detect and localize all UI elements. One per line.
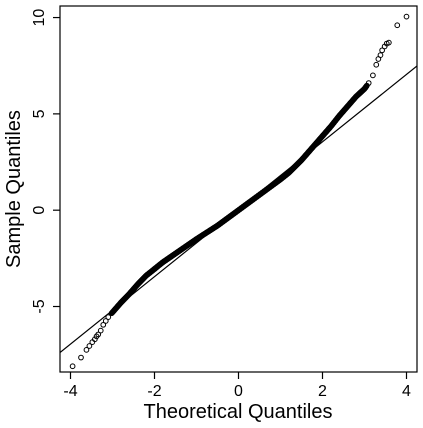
qq-point — [386, 39, 392, 46]
qq-point — [370, 72, 376, 79]
qq-point — [379, 47, 385, 54]
x-tick-label: 0 — [234, 383, 243, 400]
qq-point — [100, 321, 107, 328]
qq-point — [92, 336, 98, 343]
y-tick-label: -5 — [31, 299, 48, 313]
qq-point — [83, 346, 90, 353]
qq-point — [78, 354, 84, 361]
plot-frame — [59, 5, 418, 373]
qq-point — [403, 13, 410, 20]
qq-point — [105, 314, 112, 320]
x-tick-label: 2 — [318, 383, 327, 400]
x-axis: -4 -2 0 2 4 — [63, 372, 411, 400]
y-tick-label: 10 — [31, 9, 48, 27]
points-layer — [69, 13, 410, 370]
x-axis-title: Theoretical Quantiles — [144, 401, 333, 423]
qq-point — [102, 318, 109, 324]
qq-point — [394, 22, 401, 29]
x-tick-label: 4 — [402, 383, 411, 400]
x-tick-label: -2 — [147, 383, 161, 400]
qq-point — [86, 343, 93, 349]
qq-point — [377, 52, 384, 58]
qq-point — [69, 363, 76, 370]
y-axis-title: Sample Quantiles — [3, 110, 25, 268]
y-tick-label: 5 — [31, 109, 48, 118]
y-tick-label: 0 — [31, 206, 48, 215]
x-tick-label: -4 — [63, 383, 77, 400]
y-axis: -5 0 5 10 — [31, 9, 60, 314]
qq-point — [373, 61, 380, 68]
qq-point — [95, 331, 102, 338]
qq-point — [365, 80, 372, 86]
qq-point — [97, 327, 104, 334]
